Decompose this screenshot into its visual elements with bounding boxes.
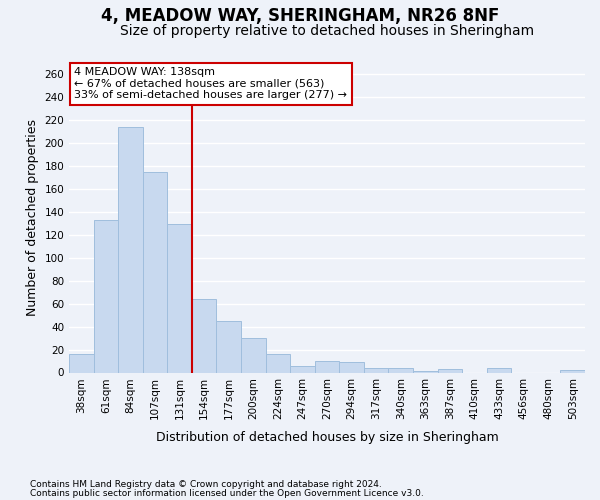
Bar (143, 172, 167, 372)
Bar (339, 362, 364, 372)
Bar (364, 368, 388, 372)
Bar (388, 368, 413, 372)
Text: Contains HM Land Registry data © Crown copyright and database right 2024.: Contains HM Land Registry data © Crown c… (30, 480, 382, 489)
Bar (266, 354, 290, 372)
Title: Size of property relative to detached houses in Sheringham: Size of property relative to detached ho… (120, 24, 534, 38)
Bar (69, 354, 94, 372)
Bar (315, 361, 339, 372)
Text: 4, MEADOW WAY, SHERINGHAM, NR26 8NF: 4, MEADOW WAY, SHERINGHAM, NR26 8NF (101, 8, 499, 26)
X-axis label: Distribution of detached houses by size in Sheringham: Distribution of detached houses by size … (155, 430, 499, 444)
Bar (437, 369, 462, 372)
Bar (560, 370, 585, 372)
Bar (487, 368, 511, 372)
Text: 4 MEADOW WAY: 138sqm
← 67% of detached houses are smaller (563)
33% of semi-deta: 4 MEADOW WAY: 138sqm ← 67% of detached h… (74, 67, 347, 100)
Bar (241, 338, 266, 372)
Bar (290, 366, 315, 372)
Bar (167, 224, 192, 372)
Bar (217, 321, 241, 372)
Bar (118, 127, 143, 372)
Bar (192, 299, 217, 372)
Bar (94, 220, 118, 372)
Y-axis label: Number of detached properties: Number of detached properties (26, 119, 39, 316)
Text: Contains public sector information licensed under the Open Government Licence v3: Contains public sector information licen… (30, 488, 424, 498)
